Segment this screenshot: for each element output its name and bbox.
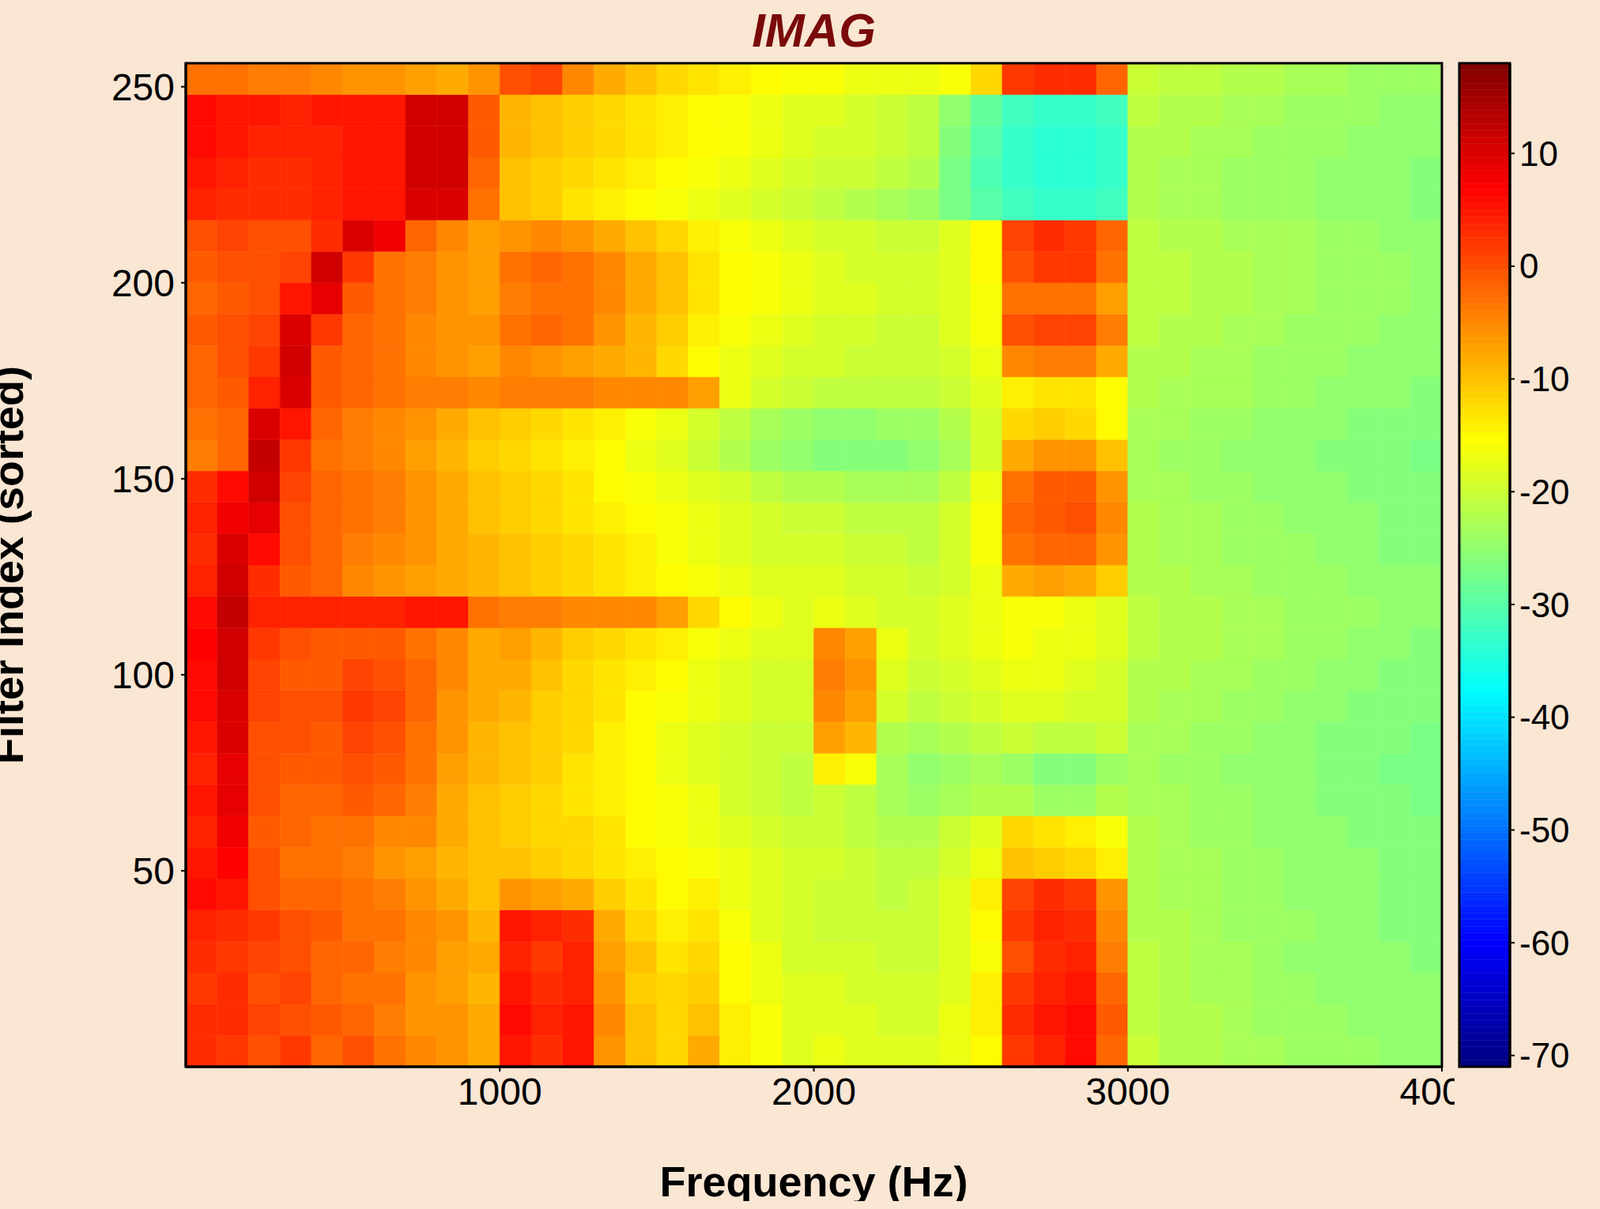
svg-text:250: 250 (111, 66, 175, 109)
svg-text:-10: -10 (1519, 359, 1570, 399)
svg-text:150: 150 (111, 458, 175, 501)
svg-text:-60: -60 (1519, 924, 1570, 963)
svg-text:-70: -70 (1519, 1036, 1570, 1076)
svg-text:0: 0 (1519, 246, 1539, 286)
svg-text:Frequency (Hz): Frequency (Hz) (659, 1158, 968, 1202)
svg-text:2000: 2000 (771, 1071, 857, 1114)
svg-text:Filter Index (sorted): Filter Index (sorted) (0, 366, 32, 765)
svg-text:-30: -30 (1519, 585, 1570, 625)
svg-text:200: 200 (111, 262, 175, 305)
svg-text:50: 50 (132, 850, 175, 893)
svg-text:3000: 3000 (1085, 1071, 1170, 1114)
svg-text:1000: 1000 (457, 1071, 543, 1114)
svg-text:100: 100 (111, 654, 175, 697)
svg-text:-20: -20 (1519, 472, 1570, 512)
html-text:IMAG: IMAG (751, 3, 876, 57)
svg-text:-50: -50 (1519, 811, 1570, 850)
svg-text:-40: -40 (1519, 698, 1570, 737)
svg-text:4000: 4000 (1400, 1071, 1455, 1114)
svg-text:10: 10 (1519, 134, 1559, 174)
